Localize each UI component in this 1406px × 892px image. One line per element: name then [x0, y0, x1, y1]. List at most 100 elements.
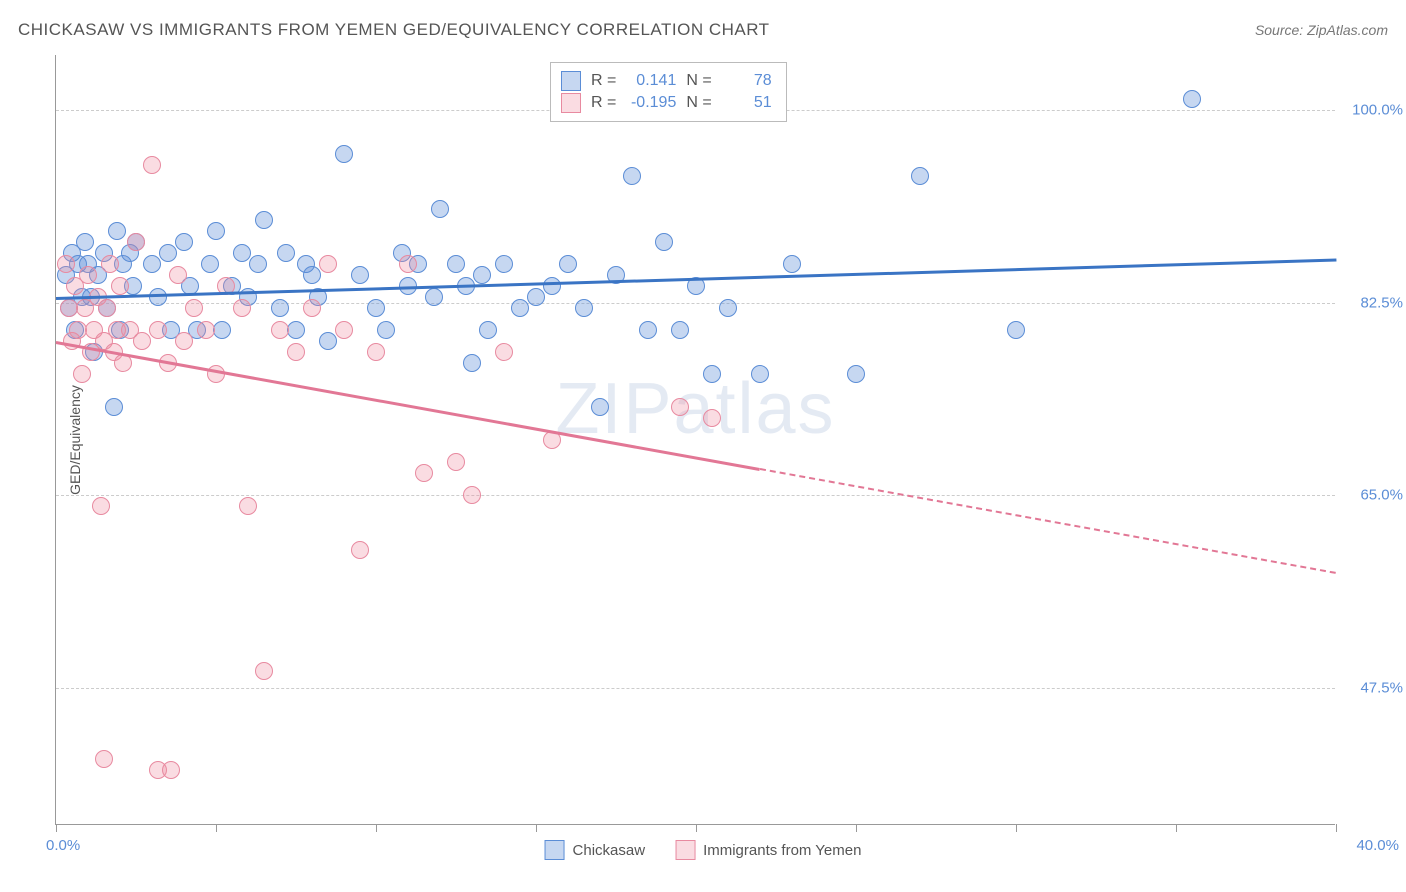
scatter-point	[431, 200, 449, 218]
scatter-point	[92, 497, 110, 515]
scatter-point	[377, 321, 395, 339]
scatter-point	[415, 464, 433, 482]
scatter-point	[655, 233, 673, 251]
scatter-point	[101, 255, 119, 273]
swatch-series-a	[561, 71, 581, 91]
scatter-point	[133, 332, 151, 350]
scatter-point	[367, 343, 385, 361]
chart-header: CHICKASAW VS IMMIGRANTS FROM YEMEN GED/E…	[18, 20, 1388, 40]
n-label: N =	[686, 72, 711, 90]
trend-line	[760, 468, 1336, 574]
scatter-point	[335, 145, 353, 163]
scatter-point	[783, 255, 801, 273]
x-tick	[696, 824, 697, 832]
scatter-point	[1007, 321, 1025, 339]
x-axis-min-label: 0.0%	[46, 837, 80, 854]
chart-title: CHICKASAW VS IMMIGRANTS FROM YEMEN GED/E…	[18, 20, 770, 40]
scatter-point	[255, 662, 273, 680]
x-tick	[1176, 824, 1177, 832]
x-tick	[856, 824, 857, 832]
scatter-point	[108, 222, 126, 240]
scatter-point	[287, 321, 305, 339]
n-value-a: 78	[722, 72, 772, 90]
correlation-row-b: R = -0.195 N = 51	[561, 93, 772, 113]
y-tick-label: 65.0%	[1343, 487, 1403, 504]
n-label: N =	[686, 94, 711, 112]
bottom-legend: Chickasaw Immigrants from Yemen	[545, 840, 862, 860]
x-tick	[376, 824, 377, 832]
scatter-point	[277, 244, 295, 262]
scatter-point	[575, 299, 593, 317]
grid-line	[56, 688, 1335, 689]
scatter-point	[287, 343, 305, 361]
scatter-point	[319, 255, 337, 273]
scatter-point	[591, 398, 609, 416]
y-tick-label: 100.0%	[1343, 102, 1403, 119]
scatter-point	[703, 365, 721, 383]
scatter-point	[79, 266, 97, 284]
scatter-point	[447, 255, 465, 273]
swatch-series-b	[675, 840, 695, 860]
scatter-point	[159, 244, 177, 262]
scatter-point	[73, 365, 91, 383]
scatter-point	[351, 541, 369, 559]
scatter-point	[671, 398, 689, 416]
scatter-point	[143, 255, 161, 273]
scatter-point	[463, 486, 481, 504]
correlation-legend: R = 0.141 N = 78 R = -0.195 N = 51	[550, 62, 787, 122]
r-label: R =	[591, 72, 616, 90]
scatter-point	[495, 343, 513, 361]
scatter-point	[271, 321, 289, 339]
scatter-point	[95, 750, 113, 768]
scatter-point	[543, 277, 561, 295]
scatter-point	[703, 409, 721, 427]
scatter-point	[425, 288, 443, 306]
x-axis-max-label: 40.0%	[1356, 837, 1399, 854]
scatter-point	[351, 266, 369, 284]
r-value-a: 0.141	[626, 72, 676, 90]
legend-item-b: Immigrants from Yemen	[675, 840, 861, 860]
legend-item-a: Chickasaw	[545, 840, 646, 860]
scatter-point	[57, 255, 75, 273]
scatter-point	[911, 167, 929, 185]
scatter-point	[149, 321, 167, 339]
scatter-point	[249, 255, 267, 273]
scatter-point	[233, 244, 251, 262]
legend-label-a: Chickasaw	[573, 842, 646, 859]
scatter-point	[671, 321, 689, 339]
scatter-point	[335, 321, 353, 339]
scatter-point	[303, 266, 321, 284]
scatter-point	[201, 255, 219, 273]
y-tick-label: 82.5%	[1343, 294, 1403, 311]
scatter-point	[185, 299, 203, 317]
scatter-point	[399, 255, 417, 273]
r-label: R =	[591, 94, 616, 112]
scatter-point	[511, 299, 529, 317]
correlation-row-a: R = 0.141 N = 78	[561, 71, 772, 91]
scatter-point	[207, 365, 225, 383]
scatter-point	[527, 288, 545, 306]
scatter-point	[463, 354, 481, 372]
trend-line	[56, 341, 760, 471]
scatter-point	[105, 398, 123, 416]
scatter-point	[367, 299, 385, 317]
r-value-b: -0.195	[626, 94, 676, 112]
scatter-point	[479, 321, 497, 339]
scatter-point	[751, 365, 769, 383]
scatter-point	[175, 233, 193, 251]
grid-line	[56, 495, 1335, 496]
scatter-point	[271, 299, 289, 317]
plot-area: GED/Equivalency ZIPatlas 0.0% 40.0% 47.5…	[55, 55, 1335, 825]
legend-label-b: Immigrants from Yemen	[703, 842, 861, 859]
scatter-point	[495, 255, 513, 273]
chart-source: Source: ZipAtlas.com	[1255, 22, 1388, 38]
x-tick	[536, 824, 537, 832]
x-tick	[1016, 824, 1017, 832]
y-axis-label: GED/Equivalency	[67, 385, 83, 495]
scatter-point	[149, 288, 167, 306]
scatter-point	[143, 156, 161, 174]
scatter-point	[623, 167, 641, 185]
scatter-point	[175, 332, 193, 350]
scatter-point	[98, 299, 116, 317]
x-tick	[216, 824, 217, 832]
